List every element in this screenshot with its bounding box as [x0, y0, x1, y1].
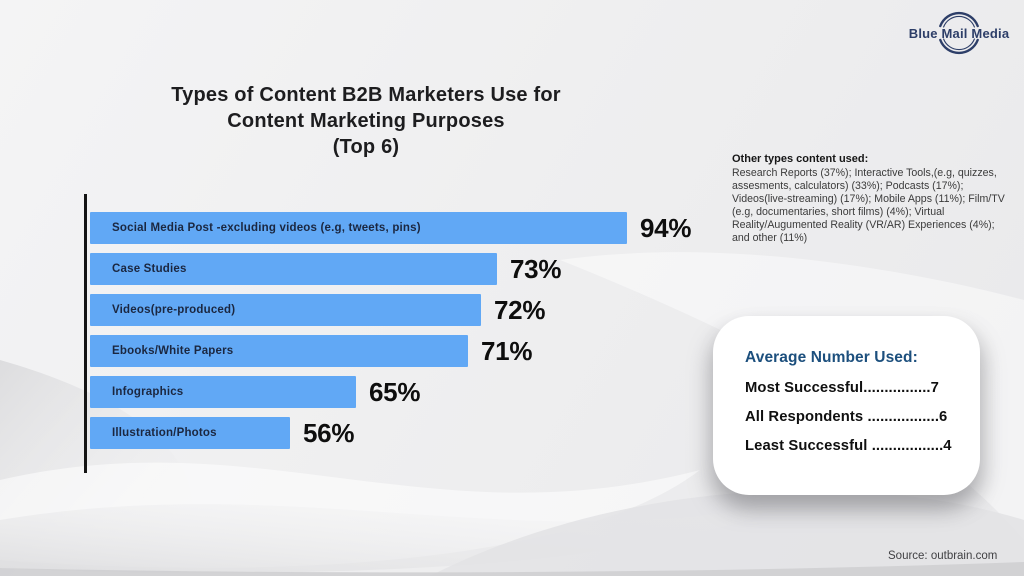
other-types-block: Other types content used: Research Repor… [732, 153, 1014, 245]
bar: Illustration/Photos [90, 417, 290, 449]
average-card-line-all-respondents: All Respondents .................6 [745, 409, 948, 425]
bar-category-label: Case Studies [112, 263, 187, 275]
average-card-heading: Average Number Used: [745, 349, 918, 366]
average-card-line-least-successful: Least Successful .................4 [745, 438, 952, 454]
logo-circle-icon [939, 11, 979, 55]
chart-title: Types of Content B2B Marketers Use for Co… [148, 82, 584, 160]
bar-row: Illustration/Photos 56% [90, 417, 691, 449]
bar-row: Videos(pre-produced) 72% [90, 294, 691, 326]
bar-row: Case Studies 73% [90, 253, 691, 285]
bar-row: Social Media Post -excluding videos (e.g… [90, 212, 691, 244]
bar-value-label: 94% [640, 212, 692, 243]
logo-text: Blue Mail Media [908, 26, 1010, 41]
blue-mail-media-logo: Blue Mail Media [898, 7, 1020, 59]
bar: Infographics [90, 376, 356, 408]
other-types-heading: Other types content used: [732, 153, 869, 165]
bar-category-label: Illustration/Photos [112, 427, 217, 439]
bar-row: Ebooks/White Papers 71% [90, 335, 691, 367]
bar-chart: Social Media Post -excluding videos (e.g… [90, 212, 691, 449]
other-types-body: Research Reports (37%); Interactive Tool… [732, 167, 1005, 244]
chart-title-line: (Top 6) [332, 136, 400, 158]
bar-value-label: 71% [481, 335, 533, 366]
bar-category-label: Infographics [112, 386, 184, 398]
bar-value-label: 72% [494, 294, 546, 325]
average-number-card: Average Number Used: Most Successful....… [713, 316, 980, 495]
bar-category-label: Ebooks/White Papers [112, 345, 234, 357]
chart-title-line: Types of Content B2B Marketers Use for [171, 84, 561, 106]
bar-category-label: Social Media Post -excluding videos (e.g… [112, 222, 421, 234]
bar-value-label: 65% [369, 376, 421, 407]
source-credit: Source: outbrain.com [888, 550, 998, 562]
chart-title-line: Content Marketing Purposes [227, 110, 505, 132]
bar-value-label: 56% [303, 417, 355, 448]
bar-row: Infographics 65% [90, 376, 691, 408]
average-card-line-most-successful: Most Successful................7 [745, 380, 939, 396]
bar-category-label: Videos(pre-produced) [112, 304, 236, 316]
bar: Case Studies [90, 253, 497, 285]
bar: Videos(pre-produced) [90, 294, 481, 326]
bar: Social Media Post -excluding videos (e.g… [90, 212, 627, 244]
y-axis-line [84, 194, 87, 473]
bar-value-label: 73% [510, 253, 562, 284]
bar: Ebooks/White Papers [90, 335, 468, 367]
